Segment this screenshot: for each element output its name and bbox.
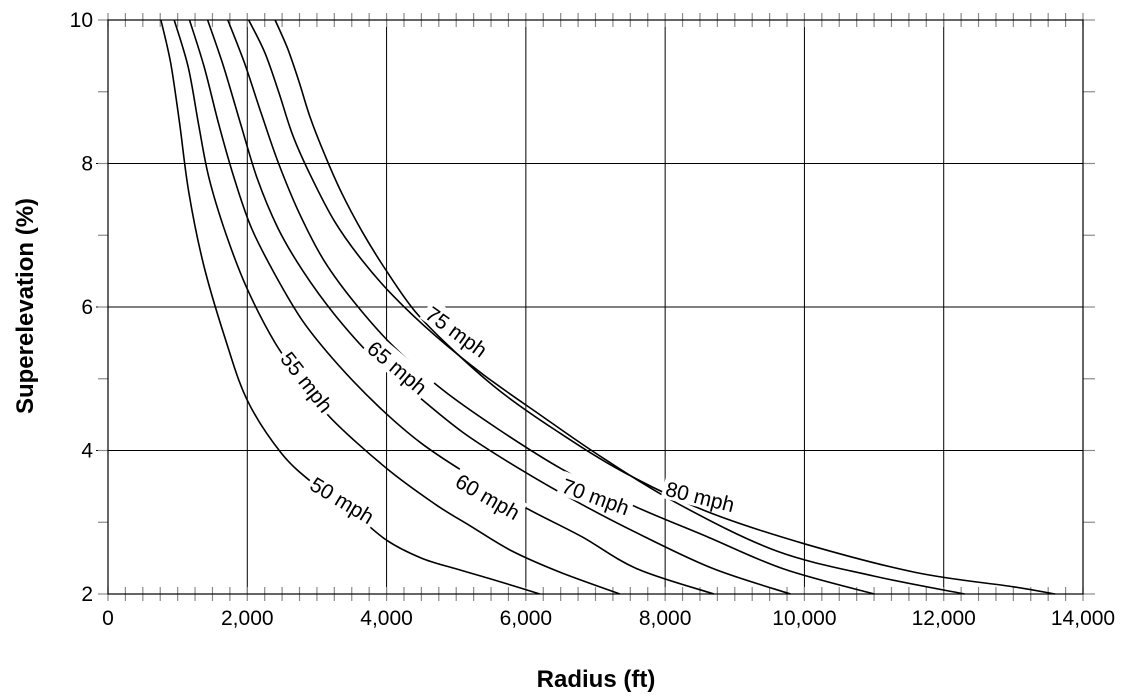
y-tick-label: 6 [81,296,93,319]
x-tick-label: 0 [102,607,114,630]
series-label: 70 mph [558,475,632,521]
x-tick-label: 8,000 [639,607,692,630]
x-tick-label: 4,000 [360,607,413,630]
y-tick-label: 8 [81,153,93,176]
plot-frame [107,19,1084,595]
series-label-background [556,470,636,520]
series-label-group: 80 mph [660,474,741,517]
grid-lines [96,20,1095,594]
x-axis-title: Radius (ft) [537,666,656,693]
x-tick-label: 10,000 [772,607,836,630]
series-line-75-mph [247,19,965,595]
series-label: 55 mph [275,348,336,417]
series-line-60-mph [188,19,715,595]
series-label-background [449,465,528,525]
series-label: 65 mph [362,337,430,400]
y-tick-labels: 2 4 6 8 10 [70,9,94,606]
y-tick-label: 4 [81,440,93,463]
series-label-group: 60 mph [449,465,528,525]
y-tick-label: 2 [81,583,93,606]
y-tick-label: 10 [70,9,93,32]
series-label-background [419,298,496,363]
series-label-group: 50 mph [304,469,382,529]
series-label-background [660,474,741,516]
x-tick-label: 12,000 [912,607,976,630]
series-label-group: 70 mph [556,470,636,521]
series-label-background [275,343,341,419]
y-axis-title: Superelevation (%) [12,198,39,414]
x-tick-label: 6,000 [500,607,553,630]
series-line-80-mph [274,19,1056,595]
series-label-group: 65 mph [361,332,436,401]
x-tick-label: 14,000 [1051,607,1115,630]
x-tick-labels: 0 2,000 4,000 6,000 8,000 10,000 12,000 14,000 [102,607,1115,630]
series-line-50-mph [160,19,541,595]
series-label-group: 55 mph [275,343,341,419]
series-label-background [304,469,382,529]
series-label-background [361,332,436,401]
x-tick-label: 2,000 [221,607,274,630]
